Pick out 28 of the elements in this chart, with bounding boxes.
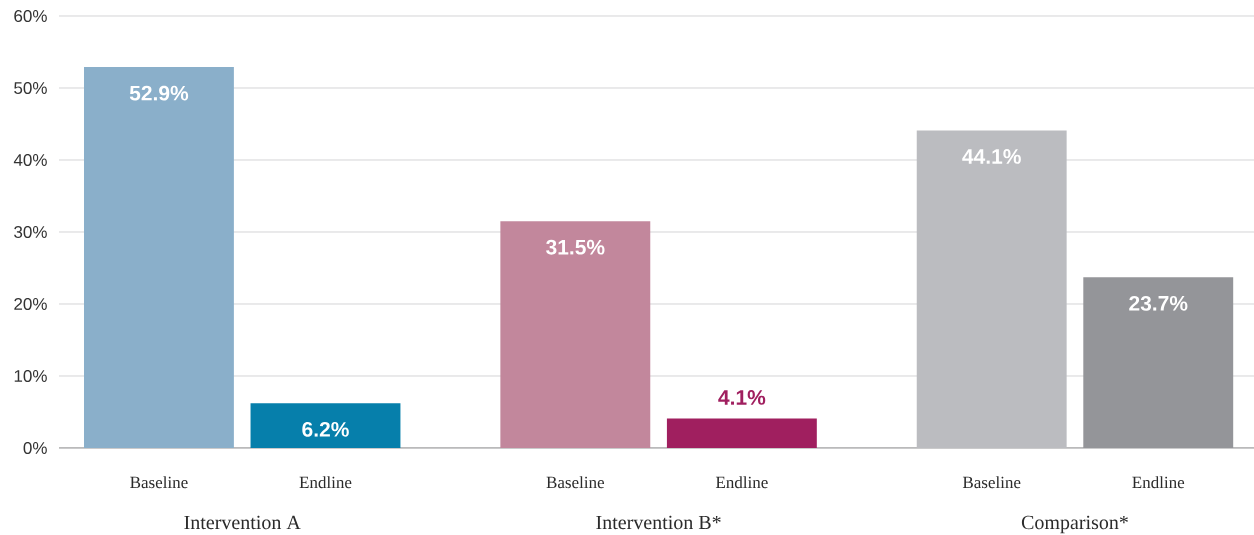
y-tick-label: 10% — [14, 369, 47, 383]
bar — [1083, 277, 1234, 448]
y-tick-label: 50% — [14, 81, 47, 95]
series-label: Endline — [299, 476, 352, 489]
bar — [666, 418, 817, 448]
y-tick-label: 30% — [14, 225, 47, 239]
bar — [916, 130, 1067, 448]
text: Endline — [715, 476, 768, 489]
x-tick-label: Comparison* — [1021, 515, 1128, 534]
bar — [500, 221, 651, 448]
data-label: 52.9% — [129, 85, 189, 101]
text: Baseline — [962, 476, 1021, 489]
y-tick-label: 20% — [14, 297, 47, 311]
x-tick-label: Intervention A — [184, 515, 301, 530]
y-tick-label: 40% — [13, 153, 47, 167]
data-label: 31.5% — [546, 239, 605, 255]
data-label: 23.7% — [1129, 295, 1188, 311]
text: Endline — [1132, 476, 1185, 489]
y-tick-label: 0% — [23, 441, 47, 455]
data-label: 44.1% — [962, 149, 1021, 164]
text: Baseline — [546, 476, 605, 489]
data-label: 4.1% — [718, 390, 766, 405]
data-label: 6.2% — [302, 421, 349, 437]
x-tick-label: Intervention B* — [596, 515, 721, 530]
bar — [250, 403, 401, 448]
y-tick-label: 60% — [14, 9, 47, 23]
series-label: Baseline — [130, 476, 188, 489]
bar — [83, 67, 234, 448]
